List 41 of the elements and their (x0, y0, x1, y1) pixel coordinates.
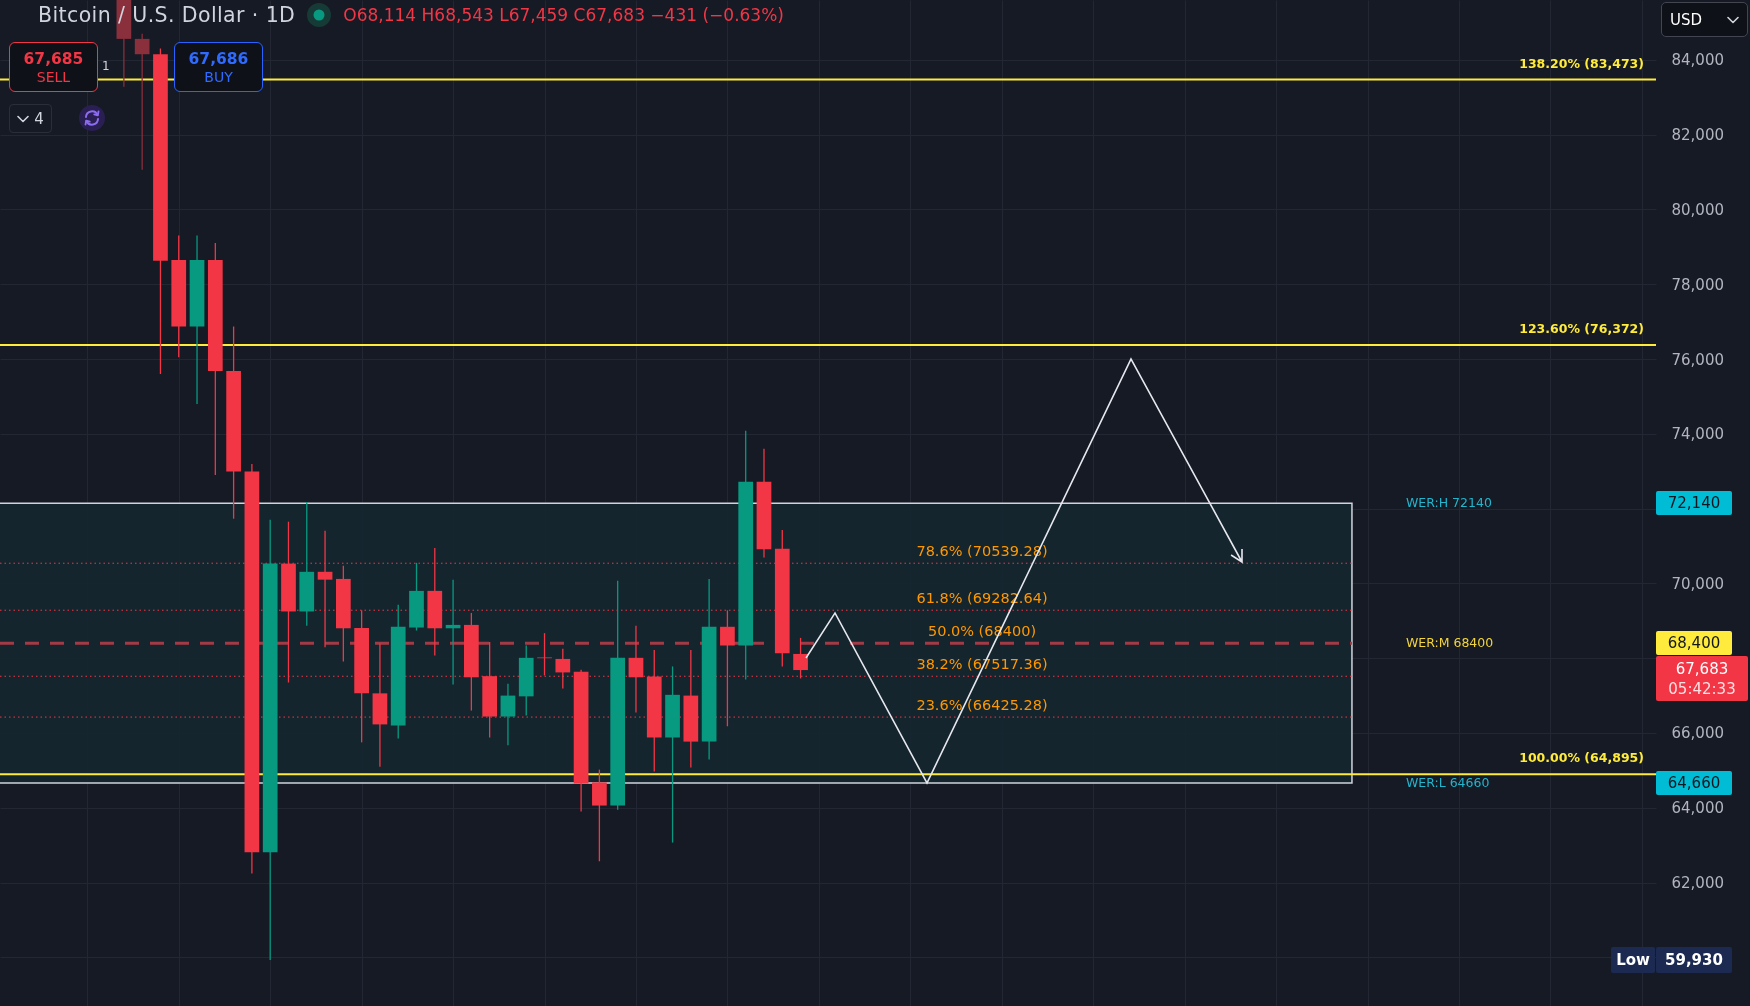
price-tag: 72,140 (1656, 491, 1732, 516)
ref-line-label: 123.60% (76,372) (1519, 321, 1644, 337)
candlestick (592, 769, 607, 862)
y-tick-label: 66,000 (1671, 724, 1724, 743)
price-tag: 68,400 (1656, 631, 1732, 656)
sell-button: 67,685 SELL (9, 42, 98, 92)
candlestick (537, 632, 552, 677)
price-tag: 64,660 (1656, 771, 1732, 796)
annotation: SELL (36, 68, 71, 85)
annotation: WER:M 68400 (1405, 635, 1494, 651)
chart-title: Bitcoin / U.S. Dollar · 1D (38, 3, 296, 27)
y-tick-label: 82,000 (1671, 126, 1724, 145)
candlestick (500, 682, 516, 746)
y-tick-label: 76,000 (1671, 350, 1724, 369)
ref-line-label: 23.6% (66425.28) (916, 697, 1048, 714)
candlestick (317, 530, 333, 649)
price-tag: 59,930 (1656, 947, 1732, 973)
ref-line-label: 138.20% (83,473) (1519, 55, 1644, 71)
buy-button: 67,686 BUY (174, 42, 263, 92)
y-tick-label: 84,000 (1671, 51, 1724, 70)
count-dropdown: 4 (9, 104, 52, 133)
y-tick-label: 64,000 (1671, 799, 1724, 818)
annotation: 1 (102, 59, 110, 73)
annotation: WER:H 72140 (1405, 495, 1492, 511)
annotation: 67,685 (23, 49, 84, 68)
y-tick-label: 78,000 (1671, 275, 1724, 294)
price-tag: 67,683 05:42:33 (1656, 656, 1748, 702)
annotation: 4 (34, 109, 44, 128)
price-tag: Low (1611, 947, 1655, 973)
y-tick-label: 74,000 (1671, 425, 1724, 444)
annotation: WER:L 64660 (1405, 775, 1490, 791)
y-tick-label: 62,000 (1671, 874, 1724, 893)
currency-dropdown: USD (1661, 2, 1748, 37)
annotation: BUY (204, 68, 233, 85)
chart-subtitle: O68,114 H68,543 L67,459 C67,683 −431 (−0.63%) (343, 5, 784, 25)
candlestick (134, 33, 150, 171)
ref-line-label: 100.00% (64,895) (1519, 750, 1644, 766)
y-tick-label: 70,000 (1671, 574, 1724, 593)
annotation: Low (1616, 951, 1650, 969)
y-tick-label: 80,000 (1671, 200, 1724, 219)
annotation: 67,686 (188, 49, 249, 68)
